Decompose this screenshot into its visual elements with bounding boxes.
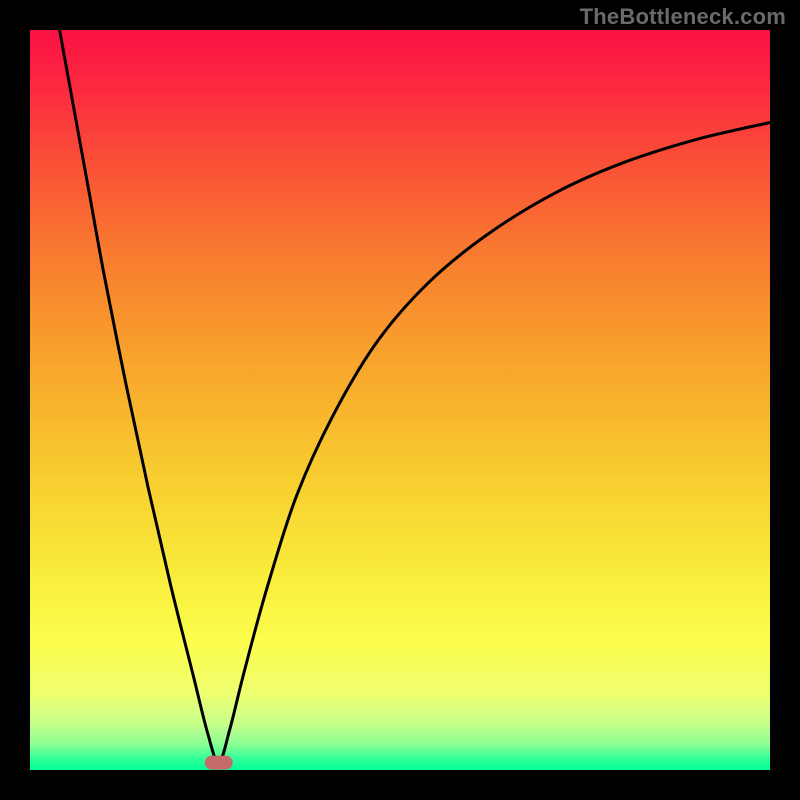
- chart-container: TheBottleneck.com: [0, 0, 800, 800]
- plot-background: [30, 30, 770, 770]
- minimum-marker: [205, 756, 233, 770]
- watermark-text: TheBottleneck.com: [580, 4, 786, 30]
- chart-svg: [0, 0, 800, 800]
